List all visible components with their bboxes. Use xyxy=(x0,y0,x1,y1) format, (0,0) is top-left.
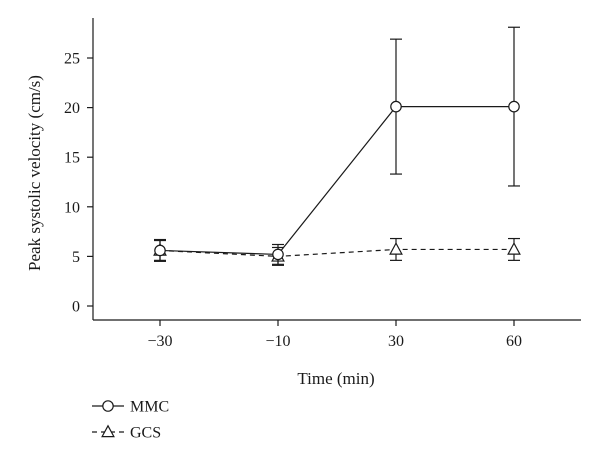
axes: 0 5 10 15 20 25 −30 −10 30 60 xyxy=(64,18,581,350)
data-point-mmc xyxy=(508,100,520,113)
series-mmc xyxy=(154,26,520,265)
data-point-gcs xyxy=(507,241,521,255)
legend-marker-gcs xyxy=(101,424,115,438)
legend-item-mmc: MMC xyxy=(92,399,169,416)
x-tick-label: 60 xyxy=(506,333,522,350)
x-tick-label: −10 xyxy=(265,333,290,350)
legend-label-gcs: GCS xyxy=(130,425,161,442)
legend-marker-mmc xyxy=(102,400,114,412)
y-tick-label: 25 xyxy=(64,51,80,68)
y-tick-label: 15 xyxy=(64,150,80,167)
data-point-mmc xyxy=(154,244,166,257)
legend: MMC GCS xyxy=(92,399,169,442)
data-point-mmc xyxy=(390,100,402,113)
x-tick-label: −30 xyxy=(147,333,172,350)
legend-item-gcs: GCS xyxy=(92,425,161,442)
data-point-gcs xyxy=(389,241,403,255)
y-tick-label: 0 xyxy=(72,299,80,316)
y-axis-title: Peak systolic velocity (cm/s) xyxy=(25,75,44,271)
series-layer xyxy=(153,26,521,266)
data-point-mmc xyxy=(272,248,284,261)
y-tick-label: 5 xyxy=(72,249,80,266)
legend-label-mmc: MMC xyxy=(130,399,169,416)
series-mmc-line xyxy=(159,106,514,256)
y-tick-label: 20 xyxy=(64,100,80,117)
x-tick-label: 30 xyxy=(388,333,404,350)
series-gcs-line xyxy=(159,248,514,258)
x-axis-title: Time (min) xyxy=(297,369,374,388)
y-tick-label: 10 xyxy=(64,199,80,216)
